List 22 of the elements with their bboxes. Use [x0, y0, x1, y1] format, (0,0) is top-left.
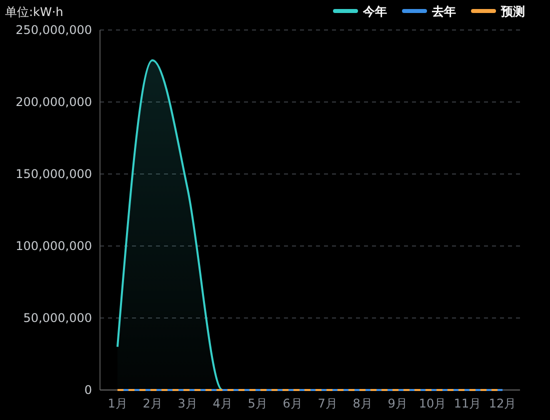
- x-tick-label: 1月: [108, 396, 128, 411]
- y-tick-label: 100,000,000: [16, 238, 92, 253]
- y-axis-title: 单位:kW·h: [5, 5, 64, 19]
- x-tick-label: 2月: [142, 396, 162, 411]
- legend-label: 去年: [431, 4, 456, 18]
- x-tick-label: 8月: [352, 396, 372, 411]
- legend-label: 今年: [362, 4, 387, 18]
- x-tick-label: 5月: [248, 396, 268, 411]
- x-tick-label: 9月: [388, 396, 408, 411]
- x-tick-label: 12月: [488, 396, 516, 411]
- x-tick-label: 7月: [318, 396, 338, 411]
- y-tick-label: 50,000,000: [23, 310, 92, 325]
- x-tick-label: 11月: [454, 396, 482, 411]
- x-tick-label: 4月: [212, 396, 232, 411]
- y-tick-label: 250,000,000: [16, 22, 92, 37]
- legend-label: 预测: [500, 4, 525, 18]
- x-tick-label: 10月: [418, 396, 446, 411]
- y-tick-label: 150,000,000: [16, 166, 92, 181]
- x-tick-label: 3月: [178, 396, 198, 411]
- y-tick-label: 0: [84, 382, 92, 397]
- y-tick-label: 200,000,000: [16, 94, 92, 109]
- x-tick-label: 6月: [282, 396, 302, 411]
